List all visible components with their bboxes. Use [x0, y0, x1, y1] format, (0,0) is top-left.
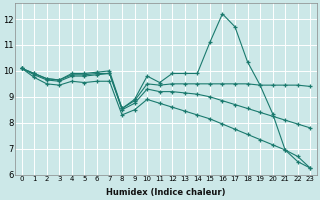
- X-axis label: Humidex (Indice chaleur): Humidex (Indice chaleur): [106, 188, 226, 197]
